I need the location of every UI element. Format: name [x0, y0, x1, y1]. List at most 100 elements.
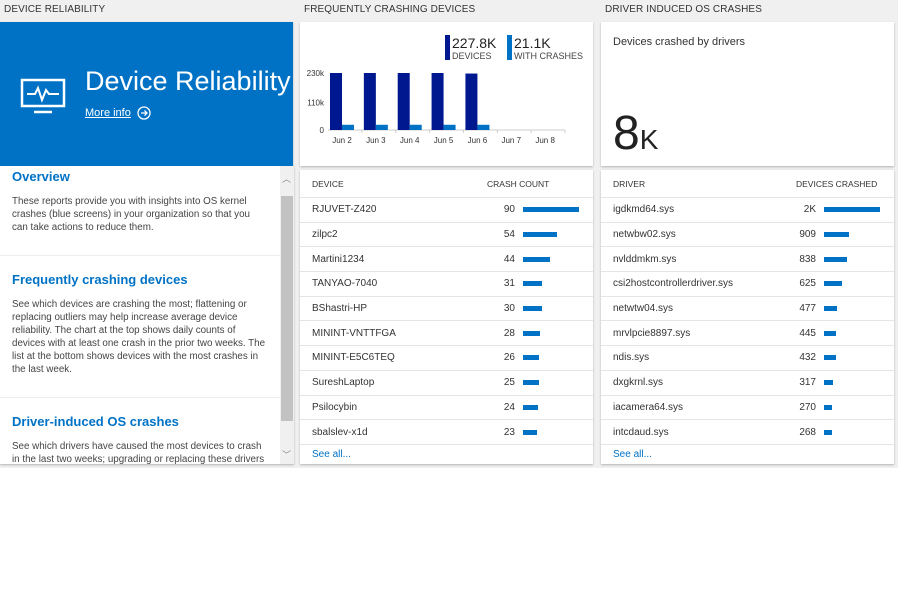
bar-devices: [363, 73, 376, 130]
x-tick-label: Jun 5: [434, 136, 454, 145]
table-row[interactable]: MININT-E5C6TEQ 26: [300, 346, 593, 371]
drivers-see-all-link[interactable]: See all...: [613, 448, 652, 460]
row-name: ndis.sys: [613, 352, 650, 364]
info-panel: Overview These reports provide you with …: [0, 166, 294, 464]
bar-with-crashes: [443, 124, 456, 130]
table-row[interactable]: zilpc2 54: [300, 223, 593, 248]
row-name: MININT-E5C6TEQ: [312, 352, 395, 364]
col-device: DEVICE: [312, 178, 344, 189]
table-row[interactable]: Martini1234 44: [300, 247, 593, 273]
table-row[interactable]: csi2hostcontrollerdriver.sys 625: [601, 272, 894, 297]
table-row[interactable]: netwtw04.sys 477: [601, 297, 894, 322]
row-name: TANYAO-7040: [312, 278, 378, 290]
row-name: Psilocybin: [312, 401, 358, 413]
row-value: 432: [799, 352, 816, 364]
legend-label: DEVICES: [452, 51, 492, 61]
row-bar: [824, 232, 850, 238]
row-name: sbalslev-x1d: [312, 426, 368, 438]
row-name: netwbw02.sys: [613, 229, 676, 241]
bar-with-crashes: [409, 124, 422, 130]
table-row[interactable]: netwbw02.sys 909: [601, 223, 894, 248]
scroll-up-icon[interactable]: ︿: [282, 174, 292, 184]
row-value: 477: [799, 303, 816, 315]
table-row[interactable]: ndis.sys 432: [601, 346, 894, 371]
x-tick-label: Jun 4: [400, 136, 420, 145]
row-value: 30: [503, 303, 515, 315]
row-bar: [824, 330, 837, 336]
legend-label: WITH CRASHES: [514, 51, 583, 61]
row-value: 909: [799, 229, 816, 241]
scrollbar[interactable]: ︿ ﹀: [280, 166, 294, 464]
crash-chart: 230k 110k 0 Jun 2 Jun 3 Jun 4 Jun 5 Jun 6 Jun 7 J…: [307, 35, 583, 145]
y-tick-label: 110k: [307, 99, 325, 108]
scrollbar-thumb[interactable]: [281, 196, 293, 421]
row-name: igdkmd64.sys: [613, 204, 675, 216]
header-driver-crashes: DRIVER INDUCED OS CRASHES: [605, 4, 762, 15]
bar-with-crashes: [342, 124, 354, 130]
row-value: 270: [799, 401, 816, 413]
row-bar: [824, 404, 832, 410]
table-row[interactable]: dxgkrnl.sys 317: [601, 371, 894, 396]
row-value: 31: [503, 278, 515, 290]
table-row[interactable]: nvlddmkm.sys 838: [601, 247, 894, 273]
row-name: MININT-VNTTFGA: [312, 327, 396, 339]
devices-table: DEVICE CRASH COUNT RJUVET-Z420 90 zilpc2 54 M…: [300, 170, 593, 464]
row-bar-track: [824, 306, 882, 312]
devices-table-header: DEVICE CRASH COUNT: [300, 170, 593, 198]
row-value: 28: [503, 327, 515, 339]
row-value: 90: [503, 204, 515, 216]
table-row[interactable]: Psilocybin 24: [300, 396, 593, 421]
x-tick-label: Jun 8: [535, 136, 555, 145]
row-bar: [523, 232, 557, 238]
row-value: 2K: [803, 204, 816, 216]
bar-with-crashes: [375, 124, 388, 130]
table-row[interactable]: sbalslev-x1d 23: [300, 420, 593, 445]
table-row[interactable]: MININT-VNTTFGA 28: [300, 321, 593, 347]
row-name: dxgkrnl.sys: [613, 377, 664, 389]
row-bar-track: [824, 232, 882, 238]
row-bar-track: [824, 404, 882, 410]
y-tick-label: 0: [320, 126, 325, 135]
col-driver: DRIVER: [613, 178, 646, 189]
row-bar: [523, 207, 579, 213]
drivers-table-header: DRIVER DEVICES CRASHED: [601, 170, 894, 198]
overview-text: These reports provide you with insights …: [12, 196, 250, 233]
scroll-down-icon[interactable]: ﹀: [282, 450, 292, 460]
bar-devices: [330, 73, 342, 130]
devices-see-all-link[interactable]: See all...: [312, 448, 351, 460]
table-row[interactable]: mrvlpcie8897.sys 445: [601, 321, 894, 347]
row-bar-track: [824, 207, 882, 213]
row-bar: [824, 306, 838, 312]
row-bar-track: [523, 232, 581, 238]
driver-text: See which drivers have caused the most d…: [12, 441, 265, 464]
row-bar-track: [824, 355, 882, 361]
crash-chart-tile[interactable]: 230k 110k 0 Jun 2 Jun 3 Jun 4 Jun 5 Jun 6 Jun 7 J…: [300, 22, 593, 166]
row-bar-track: [523, 429, 581, 435]
table-row[interactable]: RJUVET-Z420 90: [300, 198, 593, 223]
row-value: 54: [503, 229, 515, 241]
row-name: iacamera64.sys: [613, 401, 684, 413]
bar-devices: [397, 73, 410, 130]
table-row[interactable]: igdkmd64.sys 2K: [601, 198, 894, 223]
col-devices-crashed: DEVICES CRASHED: [796, 178, 878, 189]
row-name: RJUVET-Z420: [312, 204, 377, 216]
x-tick-label: Jun 6: [468, 136, 488, 145]
more-info-link[interactable]: More info: [85, 106, 151, 120]
table-row[interactable]: iacamera64.sys 270: [601, 396, 894, 421]
table-row[interactable]: TANYAO-7040 31: [300, 272, 593, 297]
hero-tile[interactable]: Device Reliability More info: [0, 22, 293, 166]
bar-devices: [465, 73, 478, 130]
row-name: BShastri-HP: [312, 303, 368, 315]
table-row[interactable]: intcdaud.sys 268: [601, 420, 894, 445]
driver-summary-tile[interactable]: Devices crashed by drivers 8K: [601, 22, 894, 166]
table-row[interactable]: BShastri-HP 30: [300, 297, 593, 322]
header-frequently-crashing: FREQUENTLY CRASHING DEVICES: [304, 4, 476, 15]
row-name: intcdaud.sys: [613, 426, 669, 438]
row-bar: [824, 281, 842, 287]
legend-value: 21.1K: [514, 35, 551, 51]
row-name: mrvlpcie8897.sys: [613, 327, 691, 339]
row-bar-track: [824, 281, 882, 287]
table-row[interactable]: SureshLaptop 25: [300, 371, 593, 396]
overview-section: Overview These reports provide you with …: [0, 166, 280, 256]
driver-title: Driver-induced OS crashes: [12, 414, 179, 429]
